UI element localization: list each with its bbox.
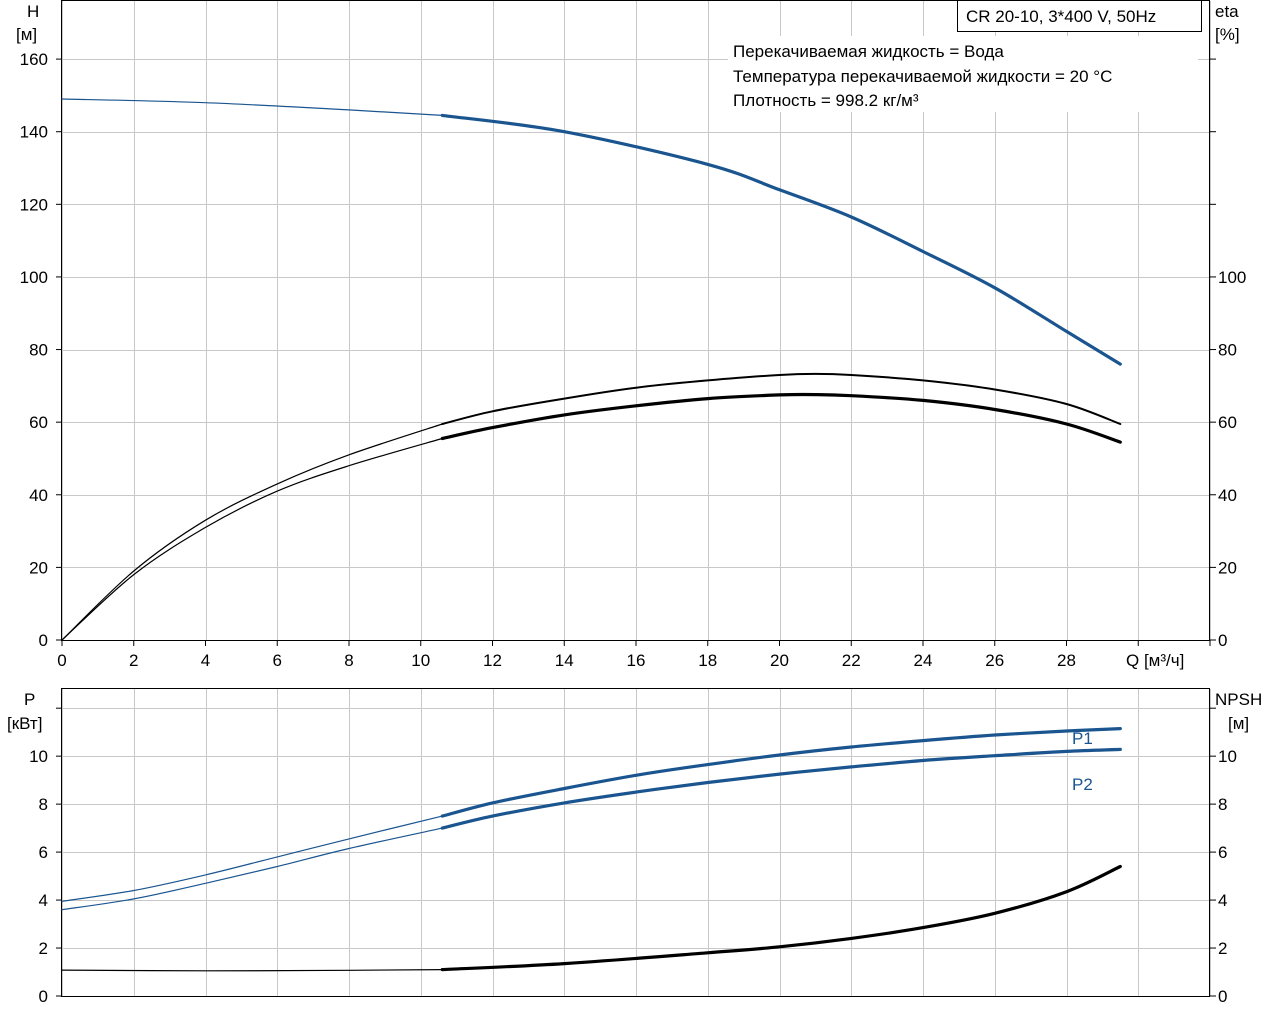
power-axis-label: P <box>24 690 35 709</box>
x-tick-label: 14 <box>555 651 574 670</box>
y-tick-label-right: 10 <box>1218 747 1237 766</box>
grid-bottom <box>62 689 1211 996</box>
y-axis-left-ticks: 0 20 40 60 80 100 120 140 160 <box>20 50 62 650</box>
y-tick-label-right: 8 <box>1218 795 1227 814</box>
series-2-extended-curve <box>61 437 443 641</box>
y-tick-label-left: 160 <box>20 50 48 69</box>
head-efficiency-panel: 0 2 4 6 8 10 12 14 16 18 20 22 24 26 28 02040608010012… <box>16 0 1246 670</box>
series-0-extended-curve <box>61 98 443 116</box>
y-tick-label-right: 20 <box>1218 558 1237 577</box>
p1-curve-label: P1 <box>1072 729 1093 748</box>
x-tick-label: 12 <box>483 651 502 670</box>
y-axis-right-ticks: 0 20 40 60 80 100 <box>1210 58 1246 650</box>
plot-frame-bottom <box>61 688 1210 997</box>
x-tick-label: 2 <box>129 651 138 670</box>
x-tick-label: 18 <box>698 651 717 670</box>
x-tick-label: 24 <box>914 651 933 670</box>
curves-top <box>61 98 1122 641</box>
x-tick-label: 28 <box>1057 651 1076 670</box>
y-tick-label-left: 120 <box>20 195 48 214</box>
series-2-operating-curve <box>440 864 1122 972</box>
y-tick-label-left: 40 <box>29 486 48 505</box>
x-tick-label: 26 <box>985 651 1004 670</box>
x-axis-label: Q [м³/ч] <box>1126 651 1184 670</box>
y-tick-label-right: 6 <box>1218 843 1227 862</box>
y-tick-label-right: 40 <box>1218 486 1237 505</box>
series-2-extended-curve <box>61 969 443 972</box>
y-tick-label-right: 100 <box>1218 268 1246 287</box>
y-tick-label-right: 0 <box>1218 631 1227 650</box>
x-tick-label: 0 <box>57 651 66 670</box>
power-npsh-panel: 0 2 4 6 8 10 0 2 4 6 8 10 P [кВт] NPSH [м] P1 P2 <box>7 688 1262 1006</box>
y-axis-left-ticks-bottom: 0 2 4 6 8 10 <box>29 707 62 1006</box>
y-tick-label-right: 4 <box>1218 891 1227 910</box>
p2-curve-label: P2 <box>1072 775 1093 794</box>
title-box <box>957 0 1202 32</box>
x-tick-label: 8 <box>344 651 353 670</box>
y-axis-right-unit: [%] <box>1215 25 1240 44</box>
annotation-density: Плотность = 998.2 кг/м³ <box>733 91 919 110</box>
chart-title: CR 20-10, 3*400 V, 50Hz <box>966 7 1156 26</box>
y-tick-label-right: 0 <box>1218 987 1227 1006</box>
y-tick-label-left: 100 <box>20 268 48 287</box>
series-1-extended-curve <box>61 827 443 911</box>
x-tick-label: 22 <box>842 651 861 670</box>
x-tick-label: 16 <box>627 651 646 670</box>
y-tick-label-left: 80 <box>29 341 48 360</box>
y-tick-label-left: 2 <box>39 939 48 958</box>
x-tick-label: 10 <box>411 651 430 670</box>
series-0-operating-curve <box>440 113 1122 366</box>
y-tick-label-right: 2 <box>1218 939 1227 958</box>
annotation-box <box>728 36 1198 112</box>
y-tick-label-left: 8 <box>39 795 48 814</box>
x-axis-ticks: 0 2 4 6 8 10 12 14 16 18 20 22 24 26 28 <box>57 640 1211 670</box>
npsh-axis-unit: [м] <box>1228 714 1249 733</box>
series-0-extended-curve <box>61 815 443 902</box>
y-tick-label-left: 0 <box>39 987 48 1006</box>
annotation-temperature: Температура перекачиваемой жидкости = 20… <box>733 67 1112 86</box>
annotation-liquid: Перекачиваемая жидкость = Вода <box>733 42 1004 61</box>
x-tick-label: 6 <box>273 651 282 670</box>
y-tick-label-left: 10 <box>29 747 48 766</box>
series-1-operating-curve <box>441 372 1122 425</box>
y-tick-label-right: 80 <box>1218 341 1237 360</box>
y-tick-label-left: 20 <box>29 558 48 577</box>
y-tick-label-left: 6 <box>39 843 48 862</box>
y-tick-label-left: 60 <box>29 413 48 432</box>
series-1-operating-curve <box>440 747 1122 830</box>
curves-bottom <box>61 727 1122 972</box>
y-tick-label-right: 60 <box>1218 413 1237 432</box>
y-tick-label-left: 4 <box>39 891 48 910</box>
npsh-axis-label: NPSH <box>1215 690 1262 709</box>
y-axis-left-unit: [м] <box>16 25 37 44</box>
y-axis-right-label: eta <box>1215 2 1239 21</box>
y-axis-left-label: H <box>27 2 39 21</box>
x-tick-label: 20 <box>770 651 789 670</box>
x-tick-label: 4 <box>201 651 210 670</box>
y-axis-right-ticks-bottom: 0 2 4 6 8 10 <box>1210 707 1237 1006</box>
series-0-operating-curve <box>440 727 1122 818</box>
power-axis-unit: [кВт] <box>7 714 42 733</box>
y-tick-label-left: 140 <box>20 123 48 142</box>
y-tick-label-left: 0 <box>39 631 48 650</box>
series-2-operating-curve <box>440 392 1122 444</box>
series-1-extended-curve <box>61 423 443 641</box>
